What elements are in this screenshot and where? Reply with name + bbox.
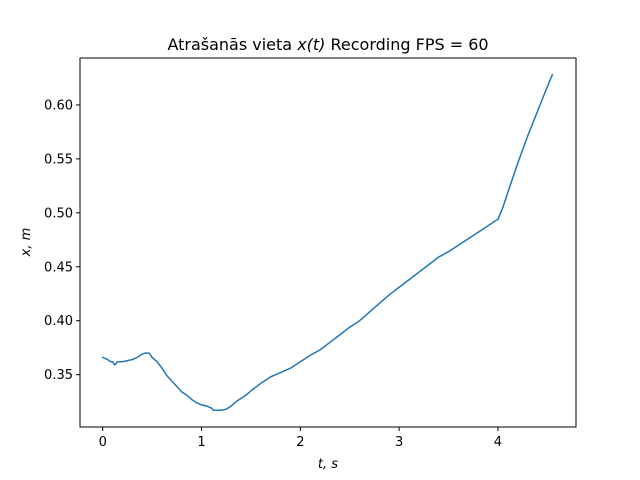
chart-title-math: x(t) bbox=[296, 35, 325, 54]
chart-title: Atrašanās vieta x(t) Recording FPS = 60 bbox=[167, 35, 488, 54]
axes-frame bbox=[79, 57, 577, 428]
y-tick-label: 0.45 bbox=[44, 260, 73, 275]
y-axis-label: x, m bbox=[19, 228, 34, 258]
x-tick-label: 1 bbox=[197, 435, 205, 450]
y-tick-label: 0.35 bbox=[44, 368, 73, 383]
series-line-0 bbox=[101, 73, 554, 412]
x-tick-label: 4 bbox=[494, 435, 502, 450]
y-tick-label: 0.55 bbox=[44, 152, 73, 167]
chart-title-prefix: Atrašanās vieta bbox=[167, 35, 297, 54]
x-axis-label: t, s bbox=[318, 457, 338, 472]
chart-title-suffix: Recording FPS = 60 bbox=[325, 35, 488, 54]
y-tick-label: 0.60 bbox=[44, 98, 73, 113]
y-tick-label: 0.40 bbox=[44, 314, 73, 329]
x-axis-ticks: 0 1 2 3 4 bbox=[99, 427, 502, 450]
x-tick-label: 0 bbox=[99, 435, 107, 450]
y-tick-label: 0.50 bbox=[44, 206, 73, 221]
x-tick-label: 2 bbox=[296, 435, 304, 450]
x-tick-label: 3 bbox=[395, 435, 403, 450]
y-axis-ticks: 0.35 0.40 0.45 0.50 0.55 0.60 bbox=[44, 98, 80, 383]
plot-area bbox=[101, 73, 554, 412]
